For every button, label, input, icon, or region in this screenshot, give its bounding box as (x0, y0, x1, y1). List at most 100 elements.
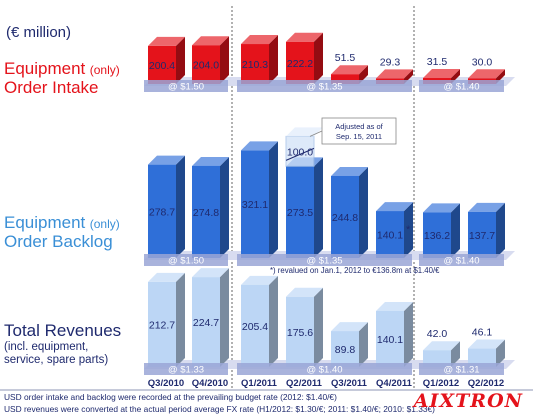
data-label-2-7: 46.1 (472, 327, 493, 339)
bar-top-1-5 (376, 202, 413, 212)
data-label-2-4: 89.8 (335, 344, 356, 356)
fx-band-0-1 (237, 80, 412, 92)
fx-band-1-1 (237, 254, 412, 266)
adjustment-note-line-0: Adjusted as of (335, 122, 383, 131)
bar-side-2-0 (176, 272, 185, 367)
data-label-1-7: 137.7 (469, 230, 495, 242)
fx-band-0-2 (419, 80, 504, 92)
bar-top-0-0 (148, 36, 185, 46)
intake-label-line1: Equipment (4, 59, 86, 78)
bar-side-0-3 (314, 32, 323, 84)
x-tick-label-7: Q2/2012 (468, 378, 504, 389)
bar-side-0-0 (176, 36, 185, 84)
bar-side-1-7 (496, 202, 505, 258)
footnote-2: USD revenues were converted at the actua… (4, 404, 435, 414)
backlog-label-only: (only) (89, 217, 120, 231)
fx-label-2-2: @ $1.31 (443, 365, 479, 376)
fx-band-2-2 (419, 363, 504, 375)
bar-top-2-4 (331, 322, 368, 332)
bar-0-2 (241, 44, 269, 84)
bar-top-1-6 (423, 203, 460, 213)
data-label-1-4: 244.8 (332, 212, 358, 224)
bar-top-0-6 (423, 69, 460, 79)
data-label-2-2: 205.4 (242, 321, 268, 333)
footnote-1: USD order intake and backlog were record… (4, 392, 337, 402)
fx-band-1-0 (144, 254, 228, 266)
data-label-0-7: 30.0 (472, 56, 493, 68)
bar-top-2-6 (423, 341, 460, 351)
revenues-label-main: Total Revenues (4, 321, 122, 340)
bar-top-1-4 (331, 166, 368, 176)
data-label-0-4: 51.5 (335, 52, 356, 64)
fx-label-2-1: @ $1.40 (306, 365, 342, 376)
revenues-label: Total Revenues (incl. equipment, service… (4, 322, 121, 367)
bar-side-2-3 (314, 287, 323, 367)
fx-band-2-1 (237, 363, 412, 375)
bar-side-2-4 (359, 322, 368, 367)
adjustment-bar (285, 135, 315, 167)
bar-top-2-0 (148, 272, 185, 282)
fx-label-0-2: @ $1.40 (443, 82, 479, 93)
x-tick-label-6: Q1/2012 (423, 378, 459, 389)
adjustment-note-line-1: Sep. 15, 2011 (336, 132, 382, 141)
bar-0-1 (192, 45, 220, 84)
x-tick-label-5: Q4/2011 (376, 378, 413, 389)
bar-1-7 (468, 211, 496, 258)
bar-top-0-5 (376, 69, 413, 79)
bar-top-0-4 (331, 65, 368, 75)
bar-0-3 (286, 41, 314, 84)
data-label-2-6: 42.0 (427, 328, 448, 340)
bar-2-4 (331, 331, 359, 367)
fx-band-2-0 (144, 363, 228, 375)
backlog-label-line1: Equipment (4, 213, 86, 232)
bar-side-0-4 (359, 65, 368, 84)
revenues-label-sub2: service, spare parts) (4, 354, 109, 367)
x-tick-label-1: Q4/2010 (192, 378, 228, 389)
x-tick-label-2: Q1/2011 (241, 378, 278, 389)
x-tick-label-3: Q2/2011 (286, 378, 323, 389)
bar-top-0-2 (241, 35, 278, 45)
revalued-note: *) revalued on Jan.1, 2012 to €136.8m at… (270, 266, 440, 275)
intake-label-line2: Order Intake (4, 77, 99, 97)
fx-band-0-0 (144, 80, 228, 92)
adjustment-value: 100.0 (287, 146, 313, 158)
bar-side-1-1 (220, 156, 229, 258)
bar-2-6 (423, 350, 451, 367)
bar-side-2-7 (496, 339, 505, 367)
bar-top-1-0 (148, 155, 185, 165)
bar-top-2-3 (286, 287, 323, 297)
bar-side-1-6 (451, 203, 460, 258)
fx-label-1-1: @ $1.35 (306, 256, 342, 267)
bar-2-1 (192, 277, 220, 367)
data-label-2-1: 224.7 (193, 317, 219, 329)
data-label-1-6: 136.2 (424, 230, 450, 242)
intake-label: Equipment (only) Order Intake (4, 60, 120, 98)
data-label-0-1: 204.0 (193, 60, 219, 72)
revenues-label-sub1: (incl. equipment, (4, 340, 89, 353)
backlog-label-line2: Order Backlog (4, 231, 113, 251)
data-label-0-6: 31.5 (427, 56, 448, 68)
data-label-1-5: 140.1 (377, 230, 403, 242)
bar-1-6 (423, 212, 451, 258)
bar-side-0-1 (220, 36, 229, 84)
bar-side-2-1 (220, 268, 229, 367)
fx-label-0-1: @ $1.35 (306, 82, 342, 93)
bar-side-0-2 (269, 35, 278, 84)
bar-0-4 (331, 74, 359, 84)
bar-top-1-1 (192, 156, 229, 166)
bar-2-5 (376, 310, 404, 367)
bar-top-1-7 (468, 202, 505, 212)
bar-1-1 (192, 165, 220, 258)
data-label-0-2: 210.3 (242, 59, 268, 71)
data-label-0-0: 200.4 (149, 60, 175, 72)
data-label-0-3: 222.2 (287, 58, 313, 70)
unit-label: (€ million) (6, 24, 72, 41)
bar-top-0-3 (286, 32, 323, 42)
adjustment-note-box (321, 117, 397, 145)
bar-top-2-1 (192, 268, 229, 278)
intake-label-only: (only) (89, 63, 120, 77)
adjustment-leader (309, 130, 323, 137)
data-label-2-5: 140.1 (377, 334, 403, 346)
bar-1-4 (331, 175, 359, 258)
